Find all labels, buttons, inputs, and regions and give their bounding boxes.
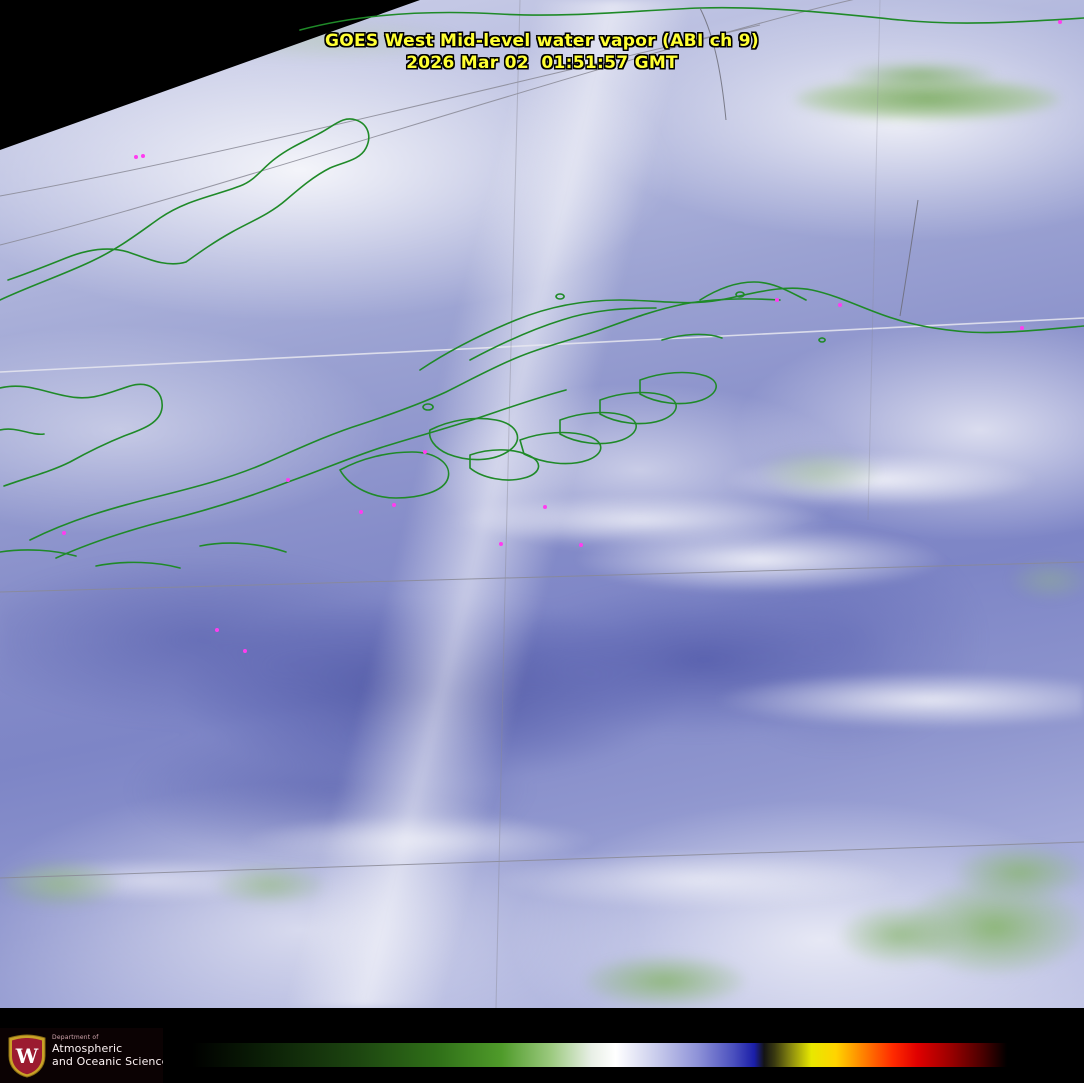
logo-line-1: Atmospheric (52, 1042, 123, 1055)
colorbar-ticks (0, 1034, 1084, 1044)
uw-crest-icon: W (8, 1034, 46, 1078)
colorbar-tick-labels: 180 200 220 240 260 280 300 320 (0, 1008, 1084, 1042)
svg-text:W: W (15, 1044, 39, 1068)
colorbar-gradient (192, 1043, 1007, 1067)
moisture-plumes (0, 0, 1084, 1008)
logo-department-label: Department of (52, 1034, 99, 1041)
political-border (699, 7, 919, 317)
colorbar[interactable] (191, 1042, 1008, 1068)
cold-cloud-tops (0, 20, 1084, 1007)
uw-aos-logo[interactable]: W Department of Atmospheric and Oceanic … (0, 1028, 163, 1083)
colorbar-tick-label: 320 (941, 1013, 983, 1037)
colorbar-tick-label: 280 (745, 1013, 787, 1037)
colorbar-tick-label: 180 (256, 1013, 298, 1037)
satellite-image-canvas: GOES West Mid-level water vapor (ABI ch … (0, 0, 1084, 1008)
coastline (0, 6, 1084, 569)
colorbar-tick-label: 260 (647, 1013, 689, 1037)
colorbar-tick-label: 300 (843, 1013, 885, 1037)
logo-text-block: Department of Atmospheric and Oceanic Sc… (52, 1034, 163, 1068)
colorbar-tick-label: 220 (451, 1013, 493, 1037)
logo-line-2: and Oceanic Sciences (52, 1055, 163, 1068)
colorbar-tick-label: 240 (549, 1013, 591, 1037)
graticule (0, 0, 1084, 1008)
city-markers (62, 20, 1062, 653)
map-overlay (0, 0, 1084, 1008)
colorbar-tick-label: 200 (354, 1013, 396, 1037)
